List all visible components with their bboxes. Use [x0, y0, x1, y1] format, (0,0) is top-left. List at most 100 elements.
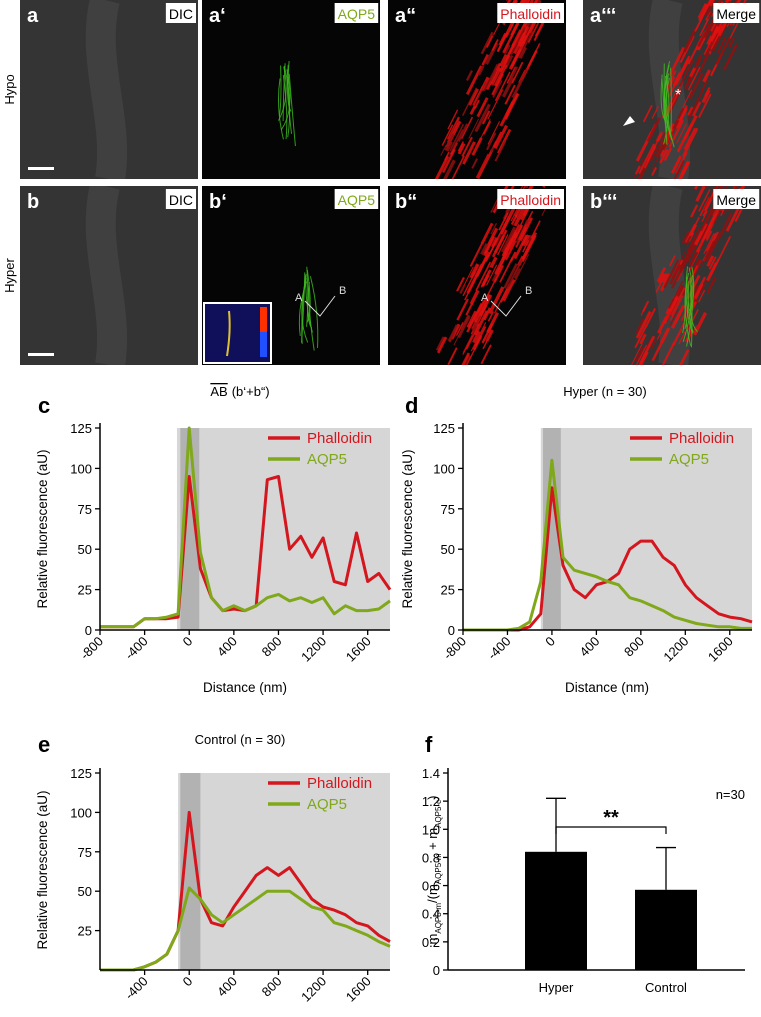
stain-fiber — [682, 127, 699, 158]
n-label: n=30 — [716, 787, 745, 802]
stain-fiber — [474, 81, 487, 104]
stain-fiber — [493, 124, 508, 150]
stain-fiber — [679, 35, 695, 64]
y-tick-label: 75 — [78, 502, 92, 517]
stain-green — [686, 275, 694, 347]
y-tick-label: 1.0 — [422, 822, 440, 837]
y-tick-label: 75 — [78, 845, 92, 860]
stain-fiber — [517, 223, 527, 240]
stain-fiber — [441, 124, 454, 146]
stain-fiber — [708, 256, 717, 270]
y-label-text: m — [425, 934, 440, 945]
stain-fiber — [463, 266, 474, 286]
stain-fiber — [473, 293, 491, 323]
x-tick-label: 0 — [180, 974, 196, 990]
stain-fiber — [481, 53, 490, 66]
stain-fiber — [700, 78, 709, 92]
stain-fiber — [510, 20, 520, 36]
stain-fiber — [447, 109, 459, 130]
stain-fiber — [728, 37, 736, 48]
x-tick-label: 400 — [214, 634, 240, 660]
stain-fiber — [482, 339, 489, 350]
stain-fiber — [513, 267, 521, 279]
stain-fiber — [487, 121, 501, 145]
stain-fiber — [693, 276, 707, 298]
title-overline: AB — [210, 384, 227, 399]
x-tick-label: 1200 — [660, 634, 691, 665]
stain-fiber — [476, 97, 489, 118]
y-axis-label: mAQP5-m/(mAQP5-m + mAQP5-c) — [425, 796, 443, 945]
x-tick-label: 1200 — [298, 974, 329, 1005]
stain-fiber — [462, 141, 476, 165]
stain-fiber — [704, 240, 716, 259]
stain-fiber — [447, 347, 458, 365]
y-label-subscript: AQP5-c — [434, 800, 443, 828]
stain-fiber — [435, 336, 445, 351]
stain-fiber — [677, 107, 685, 120]
micrograph — [20, 0, 198, 179]
stain-green — [682, 284, 687, 334]
stain-fiber — [704, 32, 719, 60]
stain-fiber — [464, 272, 480, 301]
stain-green — [283, 65, 291, 138]
stain-fiber — [672, 327, 683, 346]
panel-letter: b — [27, 191, 39, 213]
stain-fiber — [644, 307, 657, 328]
stain-fiber — [705, 0, 713, 10]
stain-fiber — [524, 186, 529, 189]
stain-fiber — [522, 239, 530, 253]
stain-fiber — [491, 229, 508, 258]
stain-fiber — [477, 65, 485, 76]
stain-fiber — [504, 84, 516, 105]
stain-fiber — [519, 217, 534, 242]
stain-fiber — [521, 234, 530, 247]
stain-fiber — [695, 186, 707, 202]
panel-label: DIC — [169, 192, 193, 208]
x-tick-label: 800 — [259, 974, 285, 1000]
stain-fiber — [701, 210, 708, 222]
x-tick-label: 400 — [577, 634, 603, 660]
stain-fiber — [510, 48, 522, 68]
y-label-text: ) — [425, 796, 440, 800]
stain-fiber — [668, 119, 685, 148]
x-axis-label: Distance (nm) — [565, 680, 649, 695]
stain-fiber — [634, 325, 648, 349]
stain-fiber — [706, 276, 717, 294]
panel-letter: a“ — [395, 5, 416, 27]
stain-fiber — [680, 160, 691, 177]
stain-fiber — [457, 142, 466, 155]
stain-green — [689, 277, 693, 348]
stain-fiber — [669, 287, 686, 316]
stain-fiber — [697, 289, 706, 303]
stain-fiber — [456, 298, 469, 321]
stain-green — [306, 269, 311, 324]
stain-fiber — [519, 207, 530, 227]
stain-fiber — [702, 69, 712, 83]
stain-fiber — [689, 67, 697, 78]
stain-fiber — [440, 144, 447, 156]
stain-fiber — [697, 22, 712, 48]
stain-green — [288, 73, 296, 147]
stain-fiber — [465, 65, 483, 96]
y-tick-label: 125 — [433, 421, 455, 436]
stain-fiber — [710, 62, 719, 77]
y-label-subscript: AQP5-m — [434, 853, 443, 884]
stain-fiber — [527, 43, 541, 67]
panel-letter: a‘‘‘ — [590, 5, 616, 27]
stain-fiber — [717, 186, 724, 192]
stain-fiber — [456, 276, 465, 292]
annotation-mark: A — [295, 292, 303, 304]
stain-fiber — [450, 129, 464, 153]
stain-fiber — [674, 58, 690, 86]
stain-fiber — [511, 20, 528, 49]
stain-fiber — [483, 63, 499, 92]
stain-fiber — [487, 311, 495, 322]
panel-letter: b‘‘‘ — [590, 191, 617, 213]
stain-fiber — [492, 131, 502, 148]
y-label-subscript: AQP5-m — [434, 903, 443, 934]
panel-label: Phalloidin — [500, 192, 561, 208]
panel-label: Phalloidin — [500, 6, 561, 22]
stain-fiber — [635, 310, 652, 339]
